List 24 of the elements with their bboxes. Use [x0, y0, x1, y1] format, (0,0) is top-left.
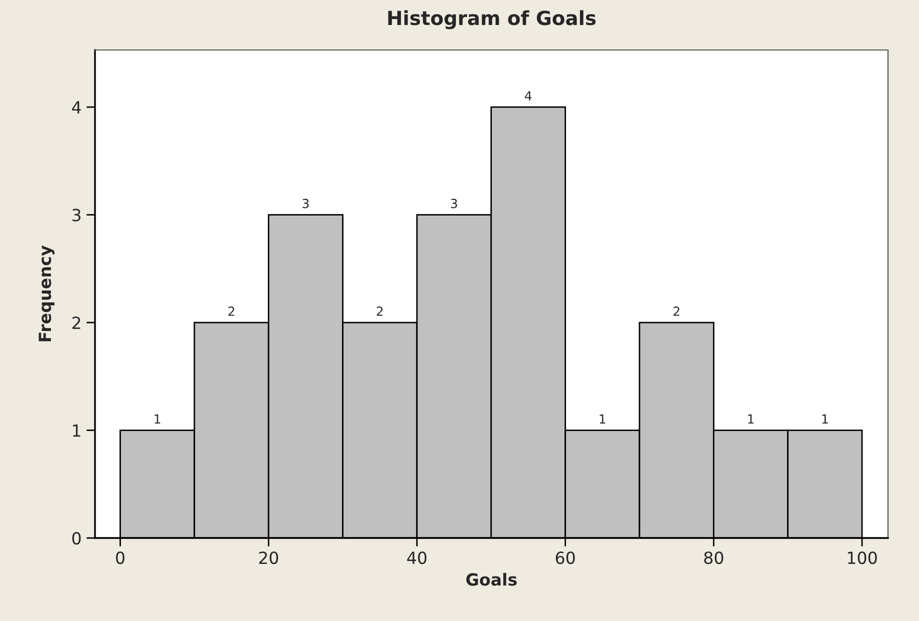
data-label: 2 — [674, 306, 680, 316]
data-label: 1 — [822, 414, 828, 424]
x-axis-title: Goals — [466, 572, 517, 586]
y-axis-title: Frequency — [38, 246, 55, 342]
y-tick-label: 1 — [73, 424, 80, 437]
data-label: 2 — [376, 306, 383, 316]
data-label: 3 — [302, 198, 309, 208]
y-tick-label: 3 — [72, 208, 80, 222]
data-label: 2 — [228, 306, 234, 316]
data-label: 3 — [451, 198, 458, 208]
x-tick-label: 80 — [704, 551, 724, 564]
data-label: 1 — [748, 414, 754, 424]
data-label: 4 — [524, 91, 532, 100]
x-tick-label: 40 — [407, 551, 426, 564]
chart-title: Histogram of Goals — [388, 10, 596, 30]
x-tick-label: 100 — [848, 551, 877, 564]
data-label: 1 — [600, 414, 606, 424]
y-tick-label: 4 — [72, 101, 81, 114]
x-tick-label: 0 — [116, 551, 124, 564]
x-tick-label: 20 — [259, 551, 278, 564]
data-label: 1 — [154, 414, 160, 424]
y-tick-label: 0 — [72, 532, 81, 545]
x-tick-label: 60 — [556, 551, 575, 564]
y-tick-label: 2 — [72, 316, 80, 329]
